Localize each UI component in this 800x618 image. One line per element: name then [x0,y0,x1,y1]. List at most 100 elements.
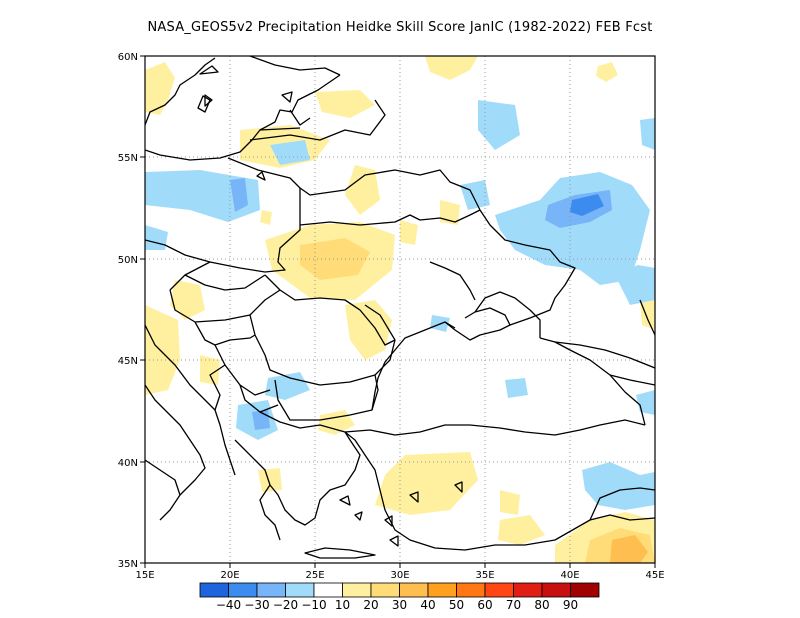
negative-skill-area [582,462,655,510]
coastline [145,57,216,126]
border [209,364,226,411]
positive-skill-area [145,62,175,115]
border [609,374,655,386]
lon-label: 30E [390,570,409,581]
lon-label: 15E [135,570,154,581]
positive-skill-area [498,515,545,545]
coastline [197,95,211,113]
coastline [389,535,399,547]
negative-skill-area [230,178,248,212]
positive-skill-area [260,210,272,225]
colorbar-label: 60 [477,598,492,612]
positive-skill-area [640,295,655,330]
border [249,99,386,141]
coastline [304,547,376,559]
lat-label: 40N [118,458,138,469]
coastline [249,56,341,76]
coastline [474,291,541,338]
border [227,157,481,211]
border [239,384,271,396]
lat-labels: 35N 40N 45N 50N 55N 60N [118,52,138,570]
negative-skill-area [615,265,655,305]
border [214,344,279,413]
border [184,274,266,291]
lon-label: 45E [645,570,664,581]
colorbar-swatch [199,582,229,598]
lon-label: 25E [305,570,324,581]
positive-skill-area [400,220,418,245]
border [344,299,396,346]
coastline [539,337,646,426]
coastline [199,65,219,75]
coastline [234,431,361,526]
coastline [204,94,213,107]
colorbar-swatch [370,582,400,598]
skill-field [145,56,655,563]
coastline [444,307,511,341]
lat-label: 50N [118,255,138,266]
colorbar-swatch [342,582,372,598]
coastline [145,324,236,476]
lon-label: 20E [220,570,239,581]
river [429,261,476,301]
coastline [409,491,419,503]
lat-label: 55N [118,153,138,164]
coastlines-and-borders [145,56,655,559]
border [169,289,281,323]
border [259,411,346,433]
negative-skill-area [495,172,650,285]
coastline [339,495,351,506]
negative-skill-area [505,378,528,398]
coastline [145,384,206,496]
colorbar-swatch [484,582,514,598]
colorbar-label: −20 [273,598,298,612]
coastline [256,171,266,181]
colorbar: −40 −30 −20 −10 10 20 30 40 50 60 70 80 90 [199,582,600,612]
border [259,127,301,131]
lat-label: 35N [118,559,138,570]
positive-skill-area [610,535,648,563]
positive-skill-area [315,90,375,118]
positive-skill-area [375,452,478,515]
border [554,341,655,369]
colorbar-label: 80 [534,598,549,612]
negative-skill-area [478,100,520,150]
lat-label: 60N [118,52,138,63]
colorbar-swatch [570,582,600,598]
positive-skill-area [425,56,478,80]
positive-skill-area [145,305,180,395]
border [479,209,576,326]
colorbar-label: 40 [420,598,435,612]
coastline [344,431,655,551]
colorbar-swatch [399,582,429,598]
colorbar-swatch [256,582,286,598]
negative-skill-area [145,225,168,250]
border [589,487,655,521]
colorbar-swatch [228,582,258,598]
colorbar-swatch [456,582,486,598]
border [274,374,379,421]
coastline [289,109,311,126]
lat-label: 45N [118,356,138,367]
colorbar-label: 30 [392,598,407,612]
negative-skill-area [460,180,490,210]
border [299,209,481,226]
coastline [145,459,181,521]
coastline [639,299,655,336]
axis-ticks [140,55,656,568]
colorbar-label: 20 [363,598,378,612]
coastline [344,419,646,436]
colorbar-label: −30 [244,598,269,612]
colorbar-label: 50 [449,598,464,612]
colorbar-swatch [513,582,543,598]
positive-skill-area [300,238,370,280]
colorbar-swatch [285,582,315,598]
negative-skill-area [640,118,655,150]
border [169,188,301,291]
negative-skill-area [265,372,310,400]
positive-skill-area [200,355,220,385]
colorbar-swatch [313,582,343,598]
coastline [371,321,456,411]
border [145,239,211,263]
